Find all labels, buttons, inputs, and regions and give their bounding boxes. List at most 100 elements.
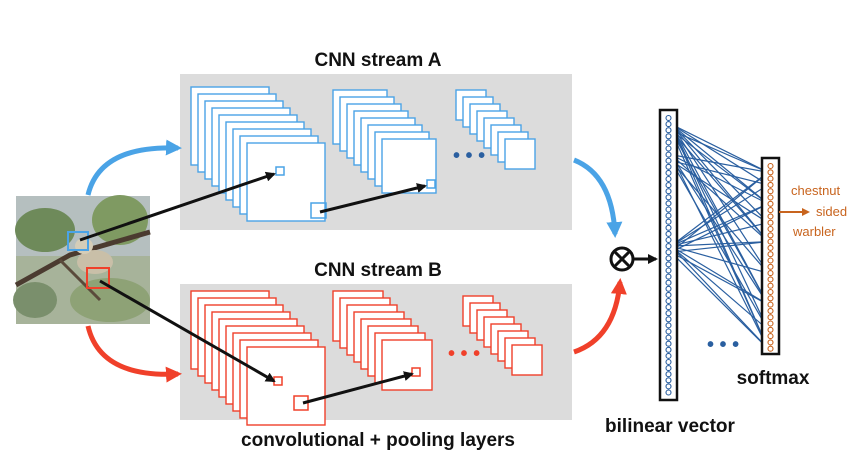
edge — [670, 184, 769, 247]
stream-b-layer3-map — [511, 344, 543, 376]
vector-node — [665, 334, 672, 341]
output-label-line1: chestnut — [791, 183, 841, 198]
vector-node — [665, 114, 672, 122]
softmax-node — [767, 333, 774, 340]
vector-node — [665, 316, 672, 323]
arrow-map-a-to-next — [319, 183, 427, 214]
softmax-node — [767, 175, 774, 182]
vector-node — [665, 121, 672, 128]
vector-node — [665, 377, 672, 384]
vector-node — [665, 328, 672, 335]
edge — [670, 160, 769, 186]
vector-node — [665, 127, 672, 134]
stream-b-layer1-map — [246, 346, 326, 426]
vector-node — [665, 267, 672, 274]
softmax-label: softmax — [737, 368, 810, 389]
vector-node — [665, 389, 672, 396]
vector-node — [665, 358, 672, 366]
vector-node — [665, 224, 672, 231]
softmax-node — [767, 232, 774, 239]
vector-node — [665, 169, 672, 176]
stream-a-layer3-map — [504, 138, 536, 170]
input-patch-a — [67, 231, 89, 251]
edge — [670, 123, 769, 186]
edge — [670, 154, 769, 205]
softmax-node — [767, 219, 774, 226]
softmax-node — [767, 345, 774, 352]
softmax-node — [767, 162, 774, 170]
vector-node — [665, 139, 672, 146]
vector-node — [665, 310, 672, 317]
vector-node — [665, 175, 672, 183]
stream-b-feature-maps — [190, 290, 543, 426]
vector-node — [665, 194, 672, 201]
vector-node — [665, 304, 672, 311]
stream-b-layer2-map — [381, 339, 433, 391]
edge — [670, 123, 769, 173]
softmax-node — [767, 326, 774, 333]
softmax-node — [767, 244, 774, 251]
vector-node — [665, 206, 672, 213]
layers-label: convolutional + pooling layers — [241, 430, 515, 451]
edge — [670, 245, 769, 331]
bilinear-vector-label: bilinear vector — [605, 416, 735, 437]
vector-node — [665, 212, 672, 219]
edge — [670, 160, 769, 331]
vector-node — [665, 340, 672, 347]
softmax-node — [767, 301, 774, 308]
vector-node — [665, 230, 672, 237]
vector-node — [665, 182, 672, 189]
softmax-node — [767, 288, 774, 296]
stream-a-next-cell — [426, 179, 436, 189]
output-label-line2: sided — [816, 204, 847, 219]
edge — [670, 171, 769, 247]
edge — [670, 222, 769, 247]
edge — [670, 245, 769, 306]
outer-product-icon — [609, 246, 635, 272]
softmax-node — [767, 169, 774, 176]
edge — [670, 160, 769, 274]
edge — [670, 123, 769, 242]
edge — [670, 241, 769, 247]
output-label-line3: warbler — [792, 224, 836, 239]
edge — [670, 129, 769, 173]
stream-b-next-cell — [411, 367, 421, 377]
softmax-node — [767, 225, 774, 233]
vector-ellipsis: • • • — [707, 334, 739, 356]
softmax-node — [767, 188, 774, 195]
bilinear-vector-nodes — [665, 114, 672, 396]
arrow-patch-b-to-map — [99, 279, 276, 383]
softmax-node — [767, 320, 774, 327]
fully-connected-edges — [670, 123, 769, 350]
softmax-node — [767, 200, 774, 207]
vector-node — [665, 249, 672, 256]
stream-b-ellipsis: • • • — [448, 343, 480, 365]
edge — [670, 251, 769, 350]
vector-node — [665, 365, 672, 372]
vector-node — [665, 279, 672, 286]
vector-node — [665, 346, 672, 353]
edge — [670, 154, 769, 173]
softmax-node — [767, 251, 774, 258]
vector-node — [665, 151, 672, 158]
vector-node — [665, 322, 672, 329]
vector-node — [665, 352, 672, 359]
arrow-stream-a-to-product — [573, 157, 623, 238]
edge — [670, 129, 769, 349]
arrow-input-to-stream-b — [85, 325, 182, 383]
vector-node — [665, 133, 672, 140]
input-patch-b — [86, 267, 110, 289]
stream-a-layer1-map — [246, 142, 326, 222]
arrow-map-b-to-next — [302, 371, 414, 405]
stream-a-ellipsis: • • • — [453, 145, 485, 167]
softmax-node — [767, 314, 774, 321]
stream-a-cell — [275, 166, 285, 176]
softmax-node — [767, 276, 774, 283]
vector-node — [665, 273, 672, 280]
edge — [670, 245, 769, 350]
edge — [670, 129, 769, 205]
vector-node — [665, 188, 672, 195]
softmax-node — [767, 181, 774, 188]
arrow-stream-b-to-product — [573, 278, 627, 355]
